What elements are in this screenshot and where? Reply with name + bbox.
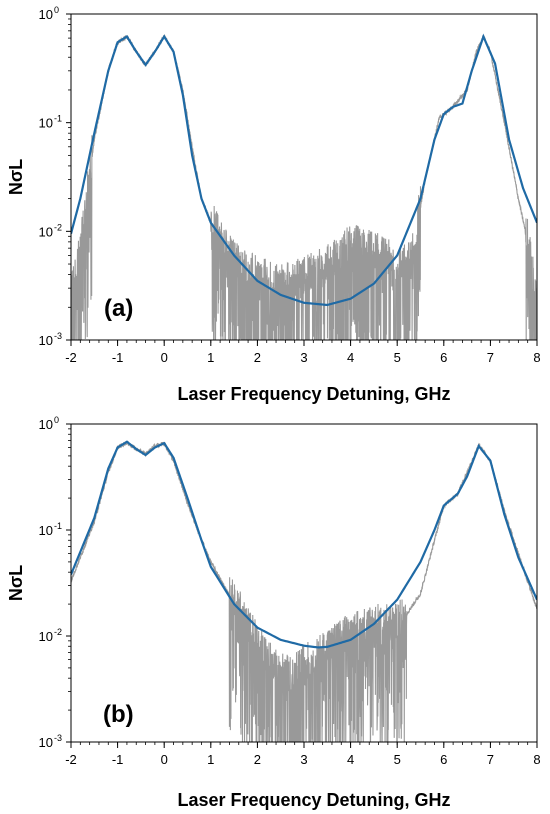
x-tick-label: -2 [65,350,77,365]
x-tick-label: 5 [394,752,401,767]
measured-series-line [71,440,537,742]
x-tick-label: 3 [300,350,307,365]
y-tick-label: 10 [39,417,53,432]
x-tick-label: 7 [487,350,494,365]
y-tick-exponent: -1 [54,114,62,124]
plot-area [71,440,537,742]
x-tick-label: 5 [394,350,401,365]
fit-series-line [71,440,537,649]
y-tick-label: 10 [39,629,53,644]
y-tick-exponent: -2 [54,627,62,637]
x-tick-label: 6 [440,752,447,767]
x-tick-label: 2 [254,752,261,767]
y-tick-exponent: 0 [54,415,59,425]
x-axis-title: Laser Frequency Detuning, GHz [177,790,450,810]
x-tick-label: 3 [300,752,307,767]
y-tick-label: 10 [39,7,53,22]
x-tick-label: 8 [533,350,540,365]
x-tick-label: 1 [207,350,214,365]
y-tick-label: 10 [39,523,53,538]
x-tick-label: 6 [440,350,447,365]
x-tick-label: 0 [161,350,168,365]
x-tick-label: -2 [65,752,77,767]
x-tick-label: 4 [347,752,354,767]
plot-area [71,33,537,340]
panel-label: (a) [104,295,133,322]
y-axis-title: NσL [6,565,26,601]
y-axis-title: NσL [6,159,26,195]
x-tick-label: 0 [161,752,168,767]
x-tick-label: 4 [347,350,354,365]
y-tick-exponent: -3 [54,331,62,341]
x-tick-label: 8 [533,752,540,767]
y-tick-label: 10 [39,224,53,239]
x-tick-label: 2 [254,350,261,365]
x-tick-label: 7 [487,752,494,767]
y-tick-label: 10 [39,333,53,348]
y-tick-exponent: -3 [54,733,62,743]
x-tick-label: -1 [112,752,124,767]
y-tick-label: 10 [39,735,53,750]
y-tick-label: 10 [39,116,53,131]
panel-label: (b) [103,701,134,728]
y-tick-exponent: -2 [54,222,62,232]
x-tick-label: -1 [112,350,124,365]
y-tick-exponent: 0 [54,5,59,15]
x-tick-label: 1 [207,752,214,767]
y-tick-exponent: -1 [54,521,62,531]
fit-series-line [71,33,537,307]
x-axis-title: Laser Frequency Detuning, GHz [177,384,450,404]
